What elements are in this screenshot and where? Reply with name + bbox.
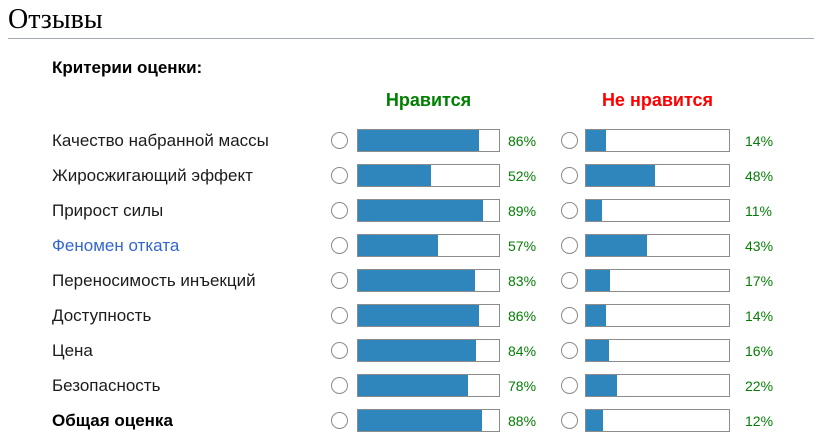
- like-percent: 57%: [508, 237, 537, 254]
- dislike-radio[interactable]: [561, 132, 578, 149]
- like-bar: [357, 199, 500, 222]
- like-radio[interactable]: [331, 412, 348, 429]
- criterion-label: Безопасность: [52, 375, 161, 395]
- criterion-label[interactable]: Феномен отката: [52, 235, 180, 255]
- like-bar-fill: [358, 130, 480, 151]
- like-percent: 89%: [508, 202, 537, 219]
- criterion-label: Цена: [52, 340, 93, 360]
- dislike-bar: [585, 374, 730, 397]
- like-bar: [357, 269, 500, 292]
- dislike-percent: 43%: [745, 237, 774, 254]
- dislike-bar: [585, 409, 730, 432]
- ratings-table: Нравится Не нравится Качество набранной …: [52, 88, 820, 438]
- criterion-label: Качество набранной массы: [52, 130, 269, 150]
- dislike-radio[interactable]: [561, 202, 578, 219]
- criterion-label: Общая оценка: [52, 410, 173, 430]
- column-header-like: Нравится: [385, 89, 472, 110]
- like-bar-fill: [358, 410, 483, 431]
- dislike-bar-fill: [586, 340, 609, 361]
- dislike-bar: [585, 199, 730, 222]
- like-percent: 88%: [508, 412, 537, 429]
- like-percent: 78%: [508, 377, 537, 394]
- like-radio[interactable]: [331, 377, 348, 394]
- like-percent: 86%: [508, 307, 537, 324]
- like-bar: [357, 234, 500, 257]
- dislike-percent: 14%: [745, 132, 774, 149]
- like-bar-fill: [358, 270, 476, 291]
- dislike-bar-fill: [586, 305, 607, 326]
- dislike-bar: [585, 304, 730, 327]
- dislike-percent: 48%: [745, 167, 774, 184]
- dislike-bar: [585, 339, 730, 362]
- like-radio[interactable]: [331, 202, 348, 219]
- like-radio[interactable]: [331, 167, 348, 184]
- criterion-label: Жиросжигающий эффект: [52, 165, 253, 185]
- dislike-bar-fill: [586, 410, 604, 431]
- dislike-radio[interactable]: [561, 272, 578, 289]
- header-spacer: [557, 90, 585, 122]
- criteria-heading: Критерии оценки:: [52, 58, 203, 77]
- criterion-label: Доступность: [52, 305, 152, 325]
- like-radio[interactable]: [331, 272, 348, 289]
- dislike-radio[interactable]: [561, 412, 578, 429]
- like-bar: [357, 409, 500, 432]
- dislike-percent: 22%: [745, 377, 774, 394]
- like-radio[interactable]: [331, 307, 348, 324]
- dislike-bar-fill: [586, 200, 602, 221]
- dislike-radio[interactable]: [561, 307, 578, 324]
- dislike-radio[interactable]: [561, 237, 578, 254]
- header-spacer: [500, 90, 557, 122]
- dislike-bar-fill: [586, 270, 611, 291]
- criteria-section: Критерии оценки: Нравится Не нравится Ка…: [0, 39, 820, 438]
- dislike-radio[interactable]: [561, 167, 578, 184]
- dislike-radio[interactable]: [561, 377, 578, 394]
- like-percent: 84%: [508, 342, 537, 359]
- like-bar: [357, 129, 500, 152]
- criterion-label: Переносимость инъекций: [52, 270, 256, 290]
- like-bar: [357, 339, 500, 362]
- like-radio[interactable]: [331, 132, 348, 149]
- like-radio[interactable]: [331, 342, 348, 359]
- dislike-bar: [585, 269, 730, 292]
- header-spacer: [327, 90, 357, 122]
- like-bar: [357, 304, 500, 327]
- dislike-bar-fill: [586, 375, 618, 396]
- page-title: Отзывы: [8, 4, 814, 39]
- like-bar-fill: [358, 235, 439, 256]
- dislike-percent: 11%: [745, 202, 772, 219]
- dislike-percent: 17%: [745, 272, 774, 289]
- dislike-radio[interactable]: [561, 342, 578, 359]
- criterion-label: Прирост силы: [52, 200, 164, 220]
- dislike-bar-fill: [586, 235, 648, 256]
- dislike-bar: [585, 164, 730, 187]
- dislike-bar: [585, 234, 730, 257]
- header-spacer: [730, 90, 820, 122]
- like-bar: [357, 374, 500, 397]
- like-percent: 83%: [508, 272, 537, 289]
- dislike-percent: 16%: [745, 342, 774, 359]
- column-header-dislike: Не нравится: [601, 89, 714, 110]
- like-bar-fill: [358, 340, 477, 361]
- like-bar-fill: [358, 305, 480, 326]
- header-spacer: [52, 90, 327, 122]
- like-percent: 52%: [508, 167, 537, 184]
- dislike-bar-fill: [586, 165, 655, 186]
- like-bar-fill: [358, 375, 468, 396]
- like-percent: 86%: [508, 132, 537, 149]
- like-bar: [357, 164, 500, 187]
- like-radio[interactable]: [331, 237, 348, 254]
- dislike-percent: 14%: [745, 307, 774, 324]
- dislike-percent: 12%: [745, 412, 774, 429]
- dislike-bar-fill: [586, 130, 607, 151]
- dislike-bar: [585, 129, 730, 152]
- like-bar-fill: [358, 165, 432, 186]
- like-bar-fill: [358, 200, 484, 221]
